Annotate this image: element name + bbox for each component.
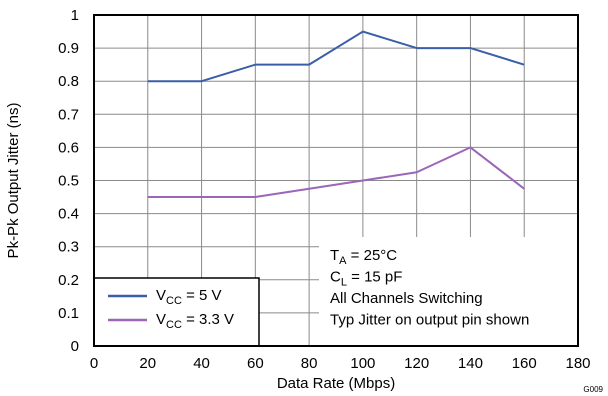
y-tick-label: 0 bbox=[71, 338, 79, 355]
x-tick-label: 120 bbox=[404, 355, 429, 372]
y-tick-label: 0.4 bbox=[58, 206, 79, 223]
y-tick-label: 0.2 bbox=[58, 272, 79, 289]
x-tick-label: 100 bbox=[350, 355, 375, 372]
legend-label-0: VCC = 5 V bbox=[156, 287, 222, 307]
x-tick-label: 160 bbox=[512, 355, 537, 372]
annotation-line-2-main: All Channels Switching bbox=[330, 290, 483, 307]
annotation-line-0-main: T bbox=[330, 247, 339, 264]
x-tick-label: 80 bbox=[301, 355, 318, 372]
y-tick-label: 0.9 bbox=[58, 40, 79, 57]
annotation-line-3-main: Typ Jitter on output pin shown bbox=[330, 312, 529, 329]
x-tick-labels: 0 20 40 60 80 100 120 140 160 180 bbox=[90, 355, 591, 372]
annotation-line-2: All Channels Switching bbox=[330, 290, 483, 307]
annotation-line-1-main: C bbox=[330, 269, 341, 286]
annotation-line-0-sub: A bbox=[339, 255, 347, 267]
y-tick-labels: 0 0.1 0.2 0.3 0.4 0.5 0.6 0.7 0.8 0.9 1 bbox=[58, 7, 79, 355]
legend-label-1-rest: = 3.3 V bbox=[182, 311, 234, 328]
annotation-line-3: Typ Jitter on output pin shown bbox=[330, 312, 529, 329]
y-tick-label: 0.8 bbox=[58, 73, 79, 90]
legend-label-1-main: V bbox=[156, 311, 166, 328]
y-tick-label: 0.3 bbox=[58, 239, 79, 256]
x-tick-label: 40 bbox=[193, 355, 210, 372]
annotation-line-1-sub: L bbox=[341, 277, 347, 289]
legend-label-1: VCC = 3.3 V bbox=[156, 311, 234, 331]
x-axis-label: Data Rate (Mbps) bbox=[277, 375, 395, 392]
legend-box bbox=[93, 277, 260, 347]
annotation-line-0: TA = 25°C bbox=[330, 247, 397, 267]
x-tick-label: 140 bbox=[458, 355, 483, 372]
x-tick-label: 0 bbox=[90, 355, 98, 372]
legend-label-0-sub: CC bbox=[166, 295, 182, 307]
annotation-background bbox=[319, 237, 578, 346]
y-tick-label: 0.5 bbox=[58, 173, 79, 190]
x-tick-label: 20 bbox=[139, 355, 156, 372]
legend-label-0-rest: = 5 V bbox=[182, 287, 222, 304]
figure-id: G009 bbox=[583, 385, 603, 394]
series-line-1 bbox=[147, 146, 525, 199]
annotation-line-1: CL = 15 pF bbox=[330, 269, 402, 289]
legend-label-0-main: V bbox=[156, 287, 166, 304]
series-lines bbox=[147, 30, 525, 199]
plot-frame bbox=[93, 14, 579, 347]
y-tick-label: 0.1 bbox=[58, 305, 79, 322]
y-axis-label: Pk-Pk Output Jitter (ns) bbox=[5, 103, 22, 259]
x-tick-label: 60 bbox=[247, 355, 264, 372]
annotation-line-1-rest: = 15 pF bbox=[347, 269, 402, 286]
series-line-0 bbox=[147, 30, 525, 83]
annotation-line-0-rest: = 25°C bbox=[347, 247, 398, 264]
y-tick-label: 0.7 bbox=[58, 106, 79, 123]
y-tick-label: 0.6 bbox=[58, 139, 79, 156]
x-tick-label: 180 bbox=[565, 355, 590, 372]
y-tick-label: 1 bbox=[71, 7, 79, 24]
legend-label-1-sub: CC bbox=[166, 319, 182, 331]
